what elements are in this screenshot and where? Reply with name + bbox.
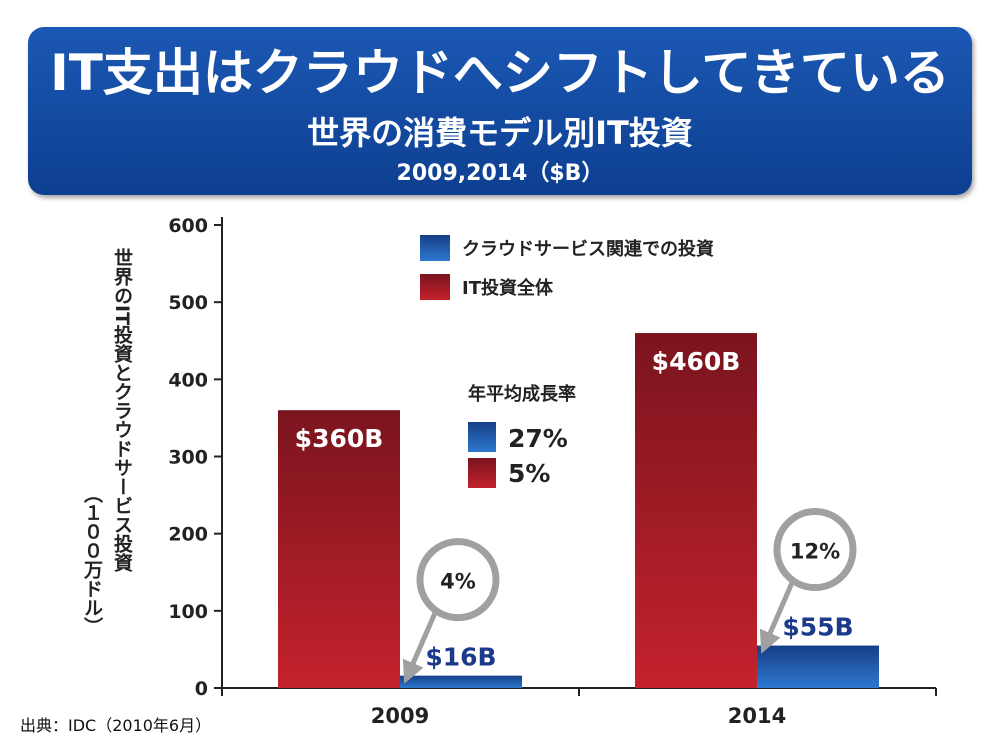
source-note: 出典：IDC（2010年6月） <box>20 716 212 735</box>
bar-cloud <box>757 645 879 688</box>
share-callout-label: 4% <box>440 570 476 594</box>
growth-label-cloud: 27% <box>508 424 568 453</box>
y-tick-label: 200 <box>168 524 208 546</box>
legend-swatch-cloud <box>420 235 450 261</box>
legend-label-it-total: IT投資全体 <box>462 277 554 299</box>
bar-label-it-total: $360B <box>295 424 384 453</box>
bar-label-cloud: $55B <box>782 613 853 642</box>
title-banner: IT支出はクラウドへシフトしてきている 世界の消費モデル別IT投資 2009,2… <box>28 27 972 195</box>
y-tick-label: 0 <box>195 678 208 700</box>
y-axis-label-line-2: （１００万ドル） <box>81 484 104 636</box>
year-range: 2009,2014（$B） <box>396 161 604 186</box>
share-callout-circle <box>416 538 500 622</box>
y-axis-label-line-1: 世界のIT投資とクラウドサービス投資 <box>111 248 133 573</box>
y-tick-label: 500 <box>168 292 208 314</box>
bar-label-cloud: $16B <box>425 643 496 672</box>
x-tick-label: 2009 <box>371 704 429 728</box>
y-axis-label: 世界のIT投資とクラウドサービス投資 （１００万ドル） <box>81 248 133 636</box>
legend-swatch-it-total <box>420 274 450 300</box>
growth-swatch-cloud <box>468 422 496 452</box>
y-tick-label: 600 <box>168 215 208 237</box>
share-callout-circle <box>773 508 857 592</box>
growth-label-it-total: 5% <box>508 459 550 488</box>
y-tick-label: 100 <box>168 601 208 623</box>
y-tick-label: 300 <box>168 447 208 469</box>
bar-cloud <box>400 675 522 688</box>
growth-swatch-it-total <box>468 458 496 488</box>
legend-label-cloud: クラウドサービス関連での投資 <box>462 238 714 260</box>
bar-label-it-total: $460B <box>652 347 741 376</box>
bar-it-total <box>278 410 400 688</box>
bar-it-total <box>635 333 757 688</box>
share-callout-arrow <box>759 579 796 654</box>
page-title: IT支出はクラウドへシフトしてきている <box>50 44 950 102</box>
page-subtitle: 世界の消費モデル別IT投資 <box>307 114 693 152</box>
y-tick-label: 400 <box>168 369 208 391</box>
share-callout-arrow <box>402 609 439 684</box>
share-callout-label: 12% <box>790 540 840 564</box>
x-tick-label: 2014 <box>728 704 786 728</box>
growth-title: 年平均成長率 <box>468 383 576 405</box>
